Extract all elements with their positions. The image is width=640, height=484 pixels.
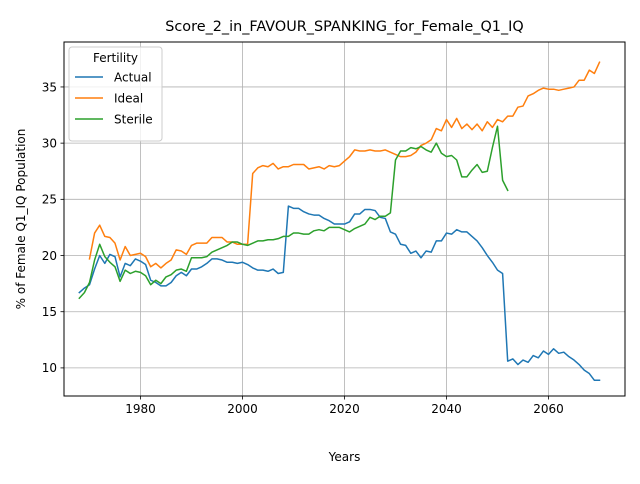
y-axis-label: % of Female Q1_IQ Population <box>14 129 28 310</box>
legend: Fertility Actual Ideal Sterile <box>68 46 163 142</box>
series-line-ideal <box>88 61 601 269</box>
x-tick-label: 1980 <box>125 402 156 416</box>
series-lines <box>78 61 601 382</box>
x-tick-label: 2040 <box>431 402 462 416</box>
legend-box <box>68 46 163 142</box>
legend-label-ideal: Ideal <box>114 91 143 105</box>
legend-label-sterile: Sterile <box>114 112 153 126</box>
x-tick-label: 2000 <box>227 402 258 416</box>
legend-title: Fertility <box>93 51 138 65</box>
y-tick-label: 15 <box>42 305 57 319</box>
x-tick-label: 2060 <box>533 402 564 416</box>
y-tick-label: 30 <box>42 136 57 150</box>
chart-title: Score_2_in_FAVOUR_SPANKING_for_Female_Q1… <box>165 19 523 35</box>
grid <box>64 42 625 396</box>
x-axis-label: Years <box>328 450 361 464</box>
x-tick-label: 2020 <box>329 402 360 416</box>
series-line-sterile <box>78 125 509 300</box>
legend-entries: Actual Ideal Sterile <box>75 70 153 126</box>
y-tick-label: 10 <box>42 361 57 375</box>
y-tick-label: 25 <box>42 193 57 207</box>
series-line-actual <box>78 205 601 382</box>
y-tick-label: 35 <box>42 80 57 94</box>
legend-label-actual: Actual <box>114 70 152 84</box>
axis-ticks: 1980 2000 2020 2040 2060 10 15 20 25 30 35 <box>42 80 564 416</box>
y-tick-label: 20 <box>42 249 57 263</box>
